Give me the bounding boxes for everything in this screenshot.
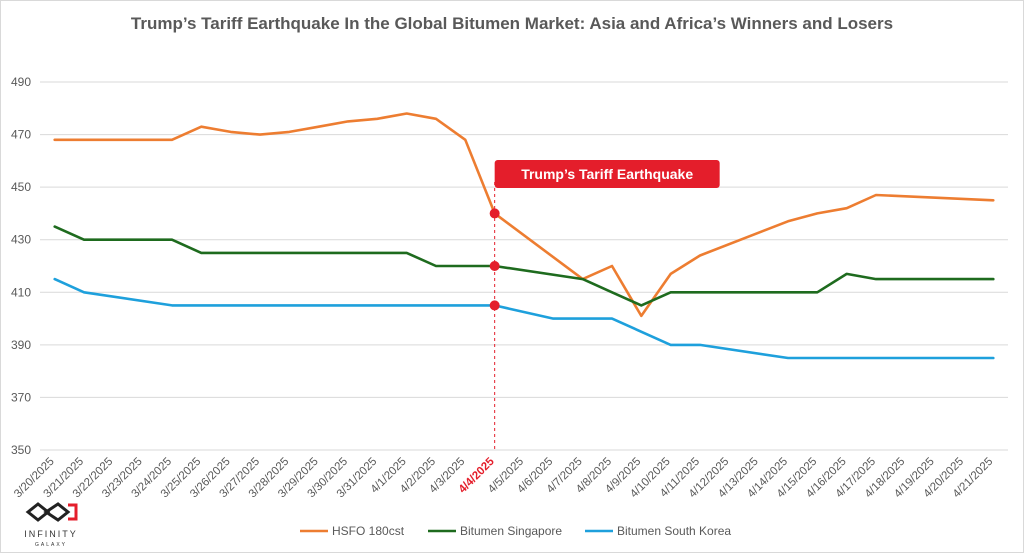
infinity-logo-icon [25,502,78,522]
y-axis-ticks: 350 370 390 410 430 450 470 490 [11,75,31,457]
event-point-hsfo-180cst [489,208,500,219]
infinity-galaxy-logo: INFINITY GALAXY [24,502,78,548]
chart-title: Trump’s Tariff Earthquake In the Global … [131,14,893,33]
annotation-callout-label: Trump’s Tariff Earthquake [521,166,693,182]
y-tick-label: 450 [11,180,31,194]
legend-label: Bitumen South Korea [617,524,731,538]
event-point-bitumen-south-korea [489,300,500,311]
logo-name: INFINITY [24,529,78,539]
event-point-bitumen-singapore [489,261,500,271]
y-tick-label: 370 [11,390,31,404]
event-dots [489,208,500,311]
legend: HSFO 180cst Bitumen Singapore Bitumen Sout… [300,524,731,538]
series-line-hsfo-180cst [53,112,995,318]
logo-subtitle: GALAXY [35,542,67,548]
legend-label: Bitumen Singapore [460,524,562,538]
annotation-callout-box [494,160,720,188]
legend-label: HSFO 180cst [332,524,405,538]
y-tick-label: 490 [11,75,31,89]
y-tick-label: 430 [11,233,31,247]
y-tick-label: 410 [11,285,31,299]
y-tick-label: 350 [11,443,31,457]
annotation-callout: Trump’s Tariff Earthquake [494,160,720,188]
y-tick-label: 470 [11,128,31,142]
y-tick-label: 390 [11,338,31,352]
